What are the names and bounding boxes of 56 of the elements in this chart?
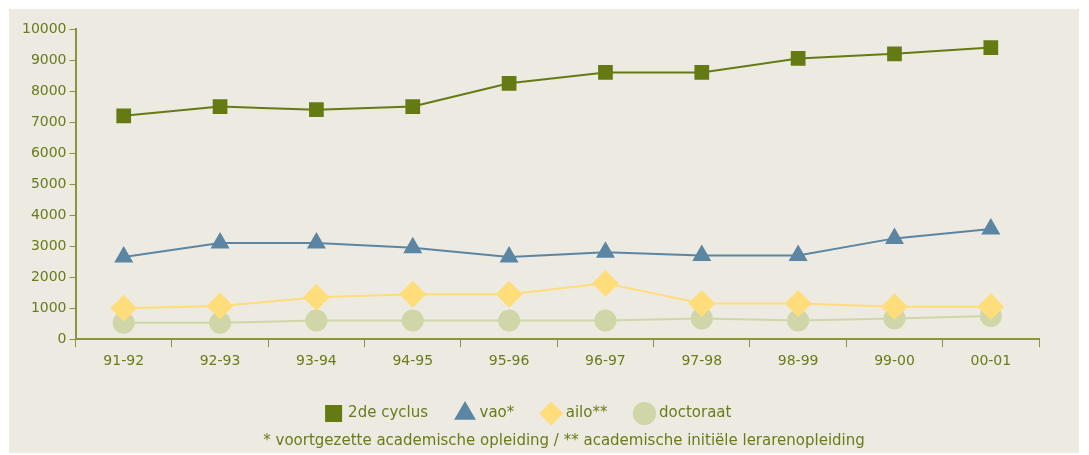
point xyxy=(694,65,710,80)
point xyxy=(598,65,613,80)
point xyxy=(881,293,908,320)
point xyxy=(982,219,1000,235)
legend-label: vao* xyxy=(479,403,515,422)
y-tick-label: 9000 xyxy=(30,50,67,67)
point xyxy=(212,99,228,114)
point xyxy=(501,75,517,91)
point xyxy=(592,270,619,297)
x-tick-label: 94-95 xyxy=(392,352,434,369)
y-tick-label: 7000 xyxy=(30,112,67,129)
x-tick-label: 96-97 xyxy=(585,352,626,369)
y-tick-label: 2000 xyxy=(30,267,67,284)
point xyxy=(211,233,229,249)
y-tick-label: 3000 xyxy=(30,236,67,253)
y-tick-label: 5000 xyxy=(30,174,67,191)
point xyxy=(401,309,424,332)
point xyxy=(399,281,426,308)
point xyxy=(594,309,617,332)
x-tick-label: 95-96 xyxy=(488,352,530,369)
legend-label: 2de cyclus xyxy=(348,403,429,422)
y-tick-label: 8000 xyxy=(30,81,67,98)
legend-label: ailo** xyxy=(565,403,608,422)
point xyxy=(790,51,806,66)
point xyxy=(688,290,715,317)
y-tick-label: 0 xyxy=(57,329,67,346)
point xyxy=(207,293,234,320)
point xyxy=(496,281,523,308)
x-tick-label: 93-94 xyxy=(296,352,337,369)
point xyxy=(305,309,328,332)
point xyxy=(110,295,137,322)
point xyxy=(116,108,132,124)
point xyxy=(309,102,324,118)
y-tick-label: 4000 xyxy=(30,205,67,222)
point xyxy=(114,247,133,263)
x-tick-label: 92-93 xyxy=(199,352,241,369)
point xyxy=(977,293,1004,320)
point xyxy=(403,237,422,254)
x-tick-label: 00-01 xyxy=(970,352,1012,369)
x-tick-label: 99-00 xyxy=(874,352,915,369)
y-tick-label: 10000 xyxy=(21,19,67,36)
x-tick-label: 97-98 xyxy=(681,352,723,369)
point xyxy=(498,309,521,332)
point xyxy=(303,284,330,311)
point xyxy=(785,290,812,317)
text: * voortgezette academische opleiding / ** academische initiële lerarenopleiding xyxy=(263,431,865,449)
x-tick-label: 98-99 xyxy=(777,352,819,369)
x-tick-label: 91-92 xyxy=(103,352,145,369)
point xyxy=(500,247,518,263)
y-tick-label: 1000 xyxy=(30,298,67,315)
y-tick-label: 6000 xyxy=(30,143,67,160)
point xyxy=(887,46,902,62)
legend-label: doctoraat xyxy=(658,403,732,422)
point xyxy=(307,233,326,249)
point xyxy=(983,40,999,55)
point xyxy=(405,99,421,114)
